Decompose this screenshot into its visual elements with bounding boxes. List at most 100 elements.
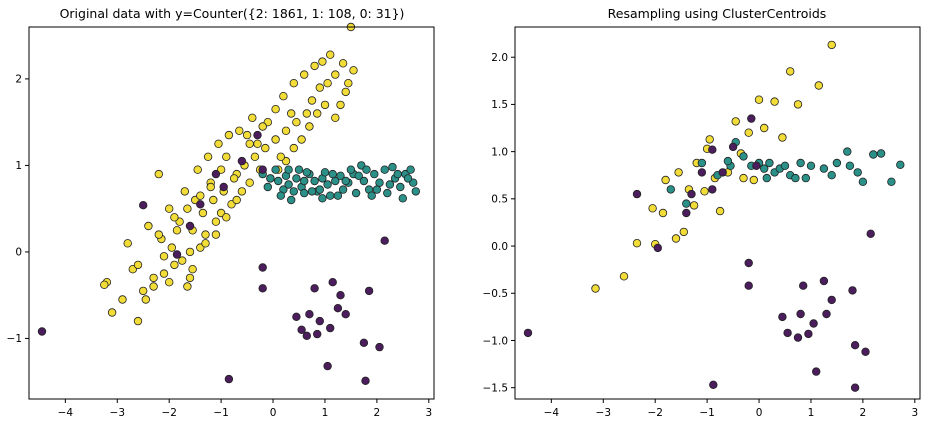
chart-title-resampled: Resampling using ClusterCentroids: [608, 6, 827, 21]
point-class-1-50: [263, 182, 272, 192]
point-class-2-27: [310, 61, 319, 71]
point-class-1-47: [315, 185, 324, 194]
point-class-0-22: [138, 200, 148, 210]
point-class-2-35: [341, 87, 350, 97]
point-class-1-51: [276, 191, 285, 200]
point-class-1-43: [385, 180, 395, 189]
point-class-2-94: [170, 213, 179, 222]
point-class-2-32: [344, 78, 353, 88]
point-class-1-13: [780, 161, 790, 170]
point-class-0-21: [653, 243, 662, 253]
point-class-1-2: [274, 176, 283, 186]
point-class-1-56: [393, 169, 402, 179]
point-class-2-40: [305, 122, 314, 131]
point-class-0-23: [697, 168, 707, 177]
point-class-0-16: [341, 310, 350, 319]
point-class-0-25: [728, 142, 738, 152]
point-class-2-58: [214, 139, 223, 148]
point-class-2-50: [185, 247, 195, 257]
point-class-0-29: [185, 221, 195, 231]
point-class-1-1: [266, 174, 275, 183]
point-class-0-4: [778, 312, 787, 322]
point-class-2-64: [209, 195, 218, 205]
point-class-1-6: [292, 174, 301, 183]
point-class-2-30: [331, 70, 340, 79]
x-axis-original: −4 −3 −2 −1 0 1 2 3: [58, 399, 432, 419]
point-class-0-11: [323, 361, 332, 371]
point-class-2-70: [271, 135, 280, 144]
point-class-0-17: [359, 338, 369, 347]
scatter-points-resampled: [523, 40, 905, 392]
point-class-2-49: [201, 230, 210, 239]
point-class-2-87: [258, 122, 267, 131]
point-class-0-2: [258, 263, 267, 272]
y-tick-label-1: 0: [15, 247, 22, 259]
y-tick-label-5: 1.0: [491, 146, 508, 158]
point-class-1-26: [869, 150, 878, 159]
point-class-2-41: [297, 135, 306, 144]
point-class-2-84: [323, 78, 332, 88]
point-class-1-5: [287, 195, 296, 205]
point-class-2-89: [276, 152, 285, 161]
point-class-1-4: [284, 180, 293, 189]
point-class-2-0: [591, 284, 600, 293]
point-class-2-60: [235, 126, 244, 135]
point-class-1-20: [351, 188, 361, 198]
point-class-2-38: [320, 100, 330, 110]
point-class-2-23: [271, 104, 280, 114]
point-class-2-5: [658, 208, 668, 218]
point-class-2-36: [336, 100, 345, 110]
point-class-0-1: [709, 380, 718, 389]
point-class-0-15: [336, 291, 345, 300]
point-class-0-2: [744, 258, 753, 268]
point-class-2-21: [739, 173, 748, 183]
point-class-1-29: [896, 160, 905, 169]
scatter-points-original: [37, 22, 420, 385]
point-class-1-15: [791, 173, 800, 183]
point-class-0-18: [861, 347, 870, 356]
point-class-0-12: [819, 276, 829, 286]
point-class-2-55: [180, 187, 189, 196]
point-class-0-26: [253, 130, 262, 140]
point-class-0-17: [850, 383, 860, 392]
x-axis-resampled: −4 −3 −2 −1 0 1 2 3: [544, 399, 918, 419]
point-class-1-17: [338, 185, 348, 194]
point-class-0-25: [237, 156, 247, 166]
point-class-2-86: [287, 109, 296, 118]
point-class-2-79: [133, 260, 143, 270]
point-class-2-83: [315, 83, 324, 92]
point-class-0-9: [804, 329, 813, 339]
point-class-1-16: [796, 158, 805, 168]
point-class-1-23: [845, 161, 855, 170]
point-class-0-3: [258, 284, 267, 293]
point-class-0-9: [313, 329, 322, 339]
point-class-2-9: [679, 227, 688, 237]
point-class-2-7: [671, 234, 681, 243]
point-class-1-24: [853, 168, 862, 177]
point-class-2-101: [201, 239, 210, 248]
point-class-1-48: [328, 169, 337, 179]
point-class-0-0: [523, 328, 533, 338]
point-class-1-19: [819, 164, 829, 173]
point-class-1-28: [887, 177, 896, 186]
point-class-0-28: [219, 182, 228, 192]
y-tick-label-3: 0.0: [491, 241, 508, 253]
point-class-2-78: [188, 265, 197, 274]
point-class-2-73: [302, 109, 311, 118]
point-class-2-28: [318, 57, 327, 66]
point-class-2-13: [700, 187, 709, 196]
point-class-1-52: [300, 176, 309, 186]
point-class-0-20: [632, 189, 642, 199]
point-class-2-24: [754, 95, 764, 104]
panel-original-data: Original data with y=Counter({2: 1861, 1…: [7, 6, 435, 419]
point-class-0-20: [375, 342, 384, 352]
point-class-2-77: [177, 256, 187, 265]
point-class-1-6: [739, 152, 748, 161]
x-tick-label-6: 2: [860, 407, 867, 419]
point-class-0-14: [333, 304, 343, 313]
point-class-1-13: [323, 180, 332, 189]
point-class-0-30: [718, 168, 727, 177]
point-class-0-7: [796, 309, 805, 319]
point-class-0-12: [326, 323, 335, 333]
